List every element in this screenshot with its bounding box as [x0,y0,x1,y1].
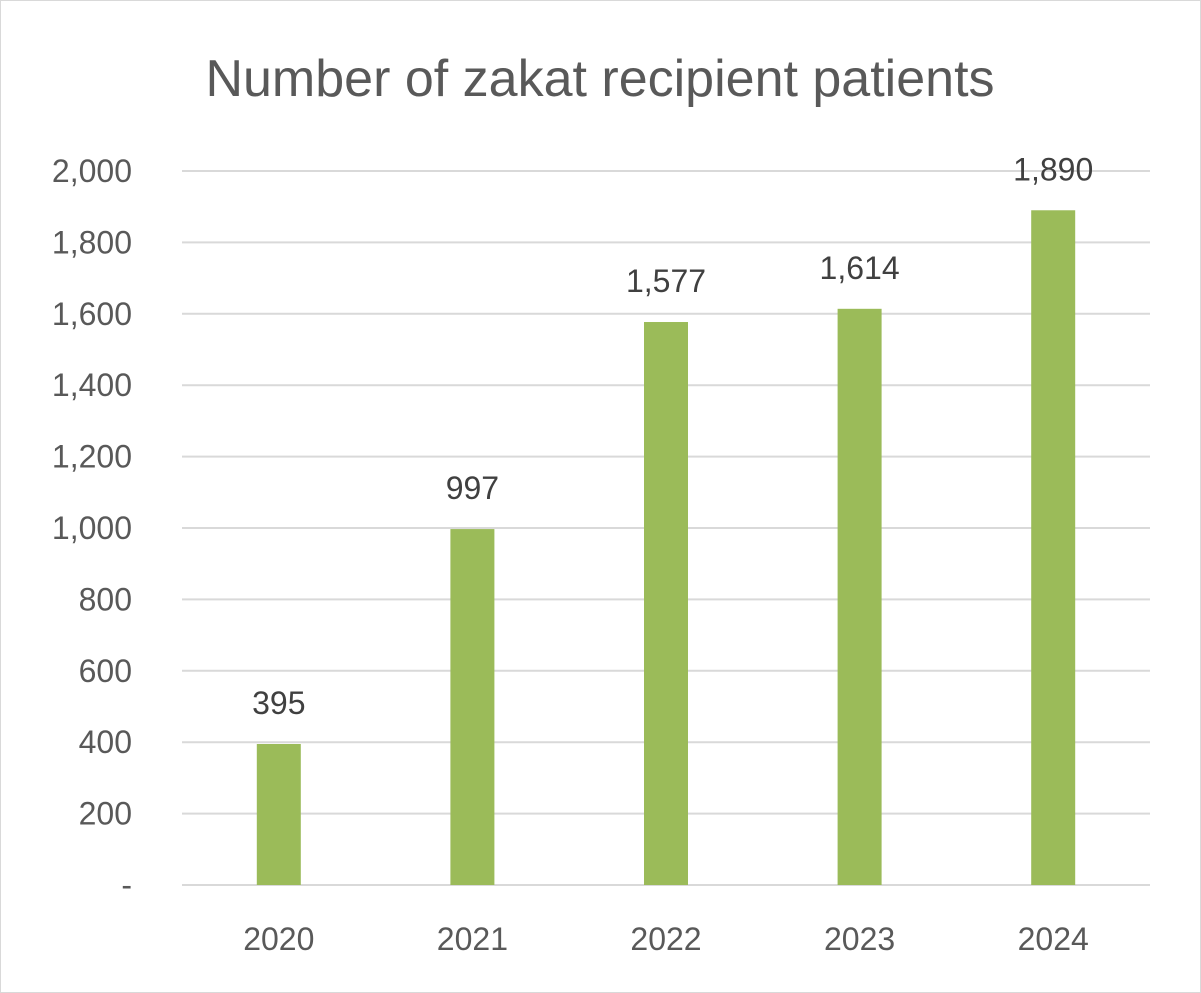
data-labels: 395 997 1,577 1,614 1,890 [252,151,1093,721]
y-tick-label: - [121,867,132,903]
y-tick-label: 800 [79,581,132,617]
chart-title: Number of zakat recipient patients [205,50,994,108]
x-tick-label: 2024 [1018,921,1089,957]
bars [256,210,1076,885]
bar-2020 [256,743,301,885]
y-tick-label: 600 [79,653,132,689]
data-label-2020: 395 [252,685,305,721]
x-axis-ticks: 2020 2021 2022 2023 2024 [243,921,1089,957]
y-tick-label: 1,600 [52,296,132,332]
bar-2022 [644,322,688,885]
y-axis-ticks: - 200 400 600 800 1,000 1,200 1,400 1,600 1,800 2,… [52,153,132,903]
y-tick-label: 400 [79,724,132,760]
y-tick-label: 1,400 [52,367,132,403]
x-tick-label: 2021 [437,921,508,957]
x-tick-label: 2022 [630,921,701,957]
x-tick-label: 2023 [824,921,895,957]
data-label-2024: 1,890 [1013,151,1093,187]
x-tick-label: 2020 [243,921,314,957]
bar-2024 [1031,210,1076,885]
bar-2023 [837,308,882,885]
y-tick-label: 200 [79,796,132,832]
data-label-2023: 1,614 [820,250,900,286]
y-tick-label: 1,800 [52,224,132,260]
data-label-2021: 997 [446,470,499,506]
data-label-2022: 1,577 [626,263,706,299]
gridlines [182,170,1150,886]
bar-2021 [450,529,495,885]
y-tick-label: 1,200 [52,439,132,475]
y-tick-label: 2,000 [52,153,132,189]
y-tick-label: 1,000 [52,510,132,546]
